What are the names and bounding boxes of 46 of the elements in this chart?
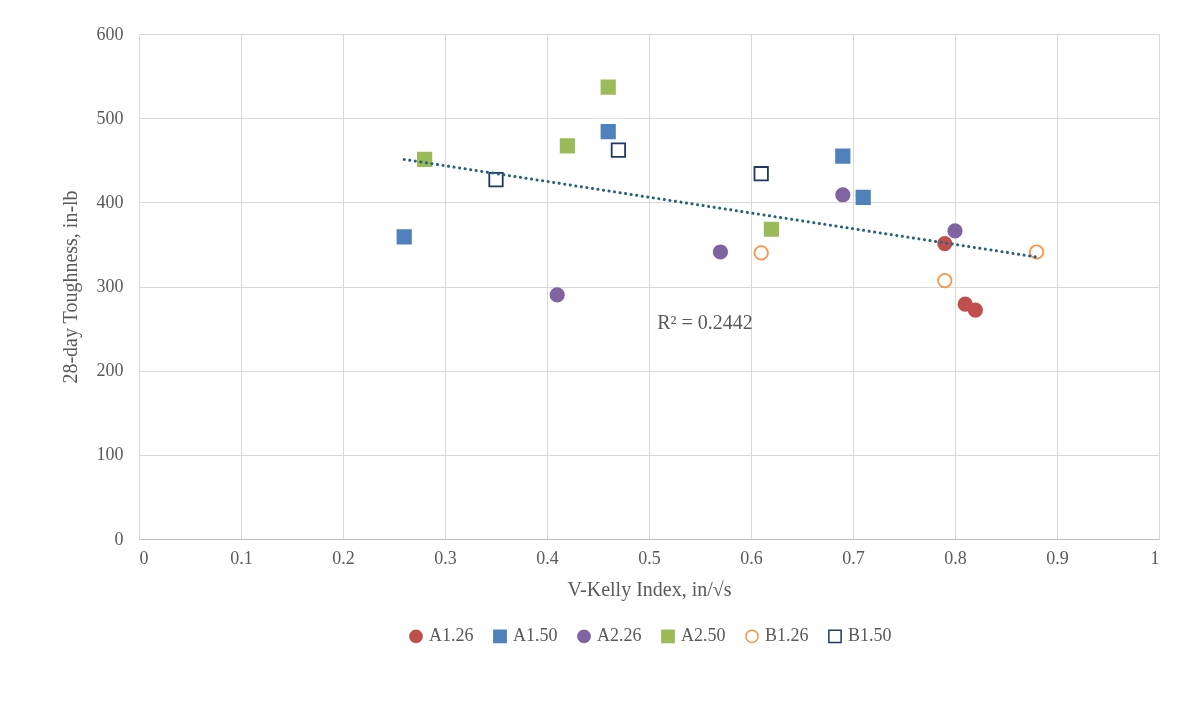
y-tick-label: 400: [96, 191, 124, 212]
point: [610, 142, 627, 158]
legend-label: A2.50: [681, 625, 726, 646]
point: [967, 302, 984, 318]
point: [855, 189, 871, 205]
x-tick-label: 0.3: [434, 547, 457, 568]
point: [947, 223, 963, 239]
point: [559, 138, 576, 154]
x-axis-title: V-Kelly Index, in/√s: [567, 577, 732, 601]
legend-label: A1.50: [513, 625, 558, 646]
x-tick-label: 0.2: [332, 547, 355, 568]
point: [416, 151, 433, 168]
point: [712, 244, 729, 260]
y-axis-title: 28-day Toughness, in-lb: [58, 190, 82, 384]
x-tick-label: 1: [1150, 547, 1160, 568]
legend-label: B1.26: [765, 625, 809, 646]
point: [549, 287, 565, 303]
point: [937, 273, 953, 289]
point: [835, 148, 851, 164]
x-tick-label: 0.8: [944, 547, 967, 568]
y-tick-label: 500: [96, 107, 124, 128]
x-tick-label: 0.6: [740, 547, 763, 568]
y-tick-label: 0: [114, 528, 124, 549]
legend-label: A2.26: [597, 625, 642, 646]
x-tick-label: 0.1: [230, 547, 253, 568]
point: [753, 245, 769, 261]
x-tick-label: 0.4: [536, 547, 559, 568]
x-tick-label: 0.9: [1046, 547, 1069, 568]
legend-label: A1.26: [429, 625, 474, 646]
point: [835, 187, 851, 203]
y-tick-label: 200: [96, 360, 124, 381]
y-tick-label: 300: [96, 276, 124, 296]
point: [396, 229, 412, 245]
point: [600, 79, 616, 95]
point: [753, 166, 769, 182]
annotation: R² = 0.2442: [657, 311, 753, 334]
point: [600, 124, 616, 140]
x-tick-label: 0.5: [638, 547, 661, 568]
x-tick-label: 0.7: [842, 547, 865, 568]
legend-label: B1.50: [848, 625, 892, 646]
point: [488, 172, 504, 188]
point: [763, 221, 780, 237]
y-tick-label: 600: [96, 23, 124, 44]
point: [1028, 244, 1045, 260]
y-tick-label: 100: [96, 444, 124, 465]
x-tick-label: 0: [139, 547, 149, 568]
